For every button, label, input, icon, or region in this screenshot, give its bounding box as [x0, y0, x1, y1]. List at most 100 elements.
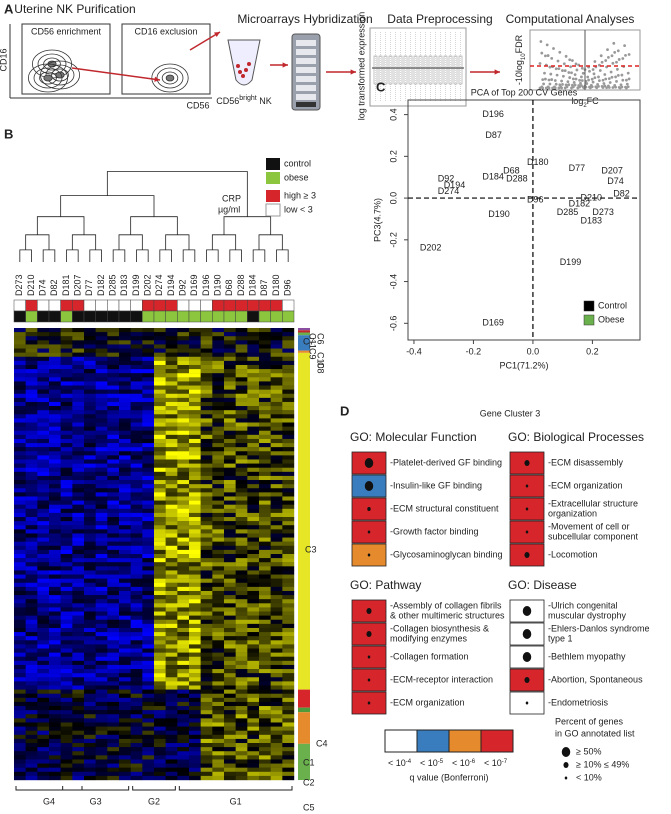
cluster-label: C3: [305, 544, 317, 554]
heatmap-cell: [14, 595, 26, 600]
heatmap-cell: [142, 722, 155, 727]
crp-cell: [200, 299, 213, 312]
go-item: -Assembly of collagen fibrils: [390, 600, 502, 610]
crp-cell: [37, 299, 50, 312]
heatmap-cell: [72, 533, 85, 538]
volcano-dot: [620, 73, 624, 77]
group-bracket: [62, 786, 130, 791]
heatmap-cell: [37, 767, 50, 772]
volcano-dot: [611, 86, 615, 89]
heatmap-cell: [189, 619, 201, 625]
heatmap-cell: [235, 771, 248, 777]
heatmap-cell: [270, 726, 283, 731]
heatmap-cell: [154, 627, 166, 633]
heatmap-cell: [95, 570, 108, 575]
heatmap-cell: [212, 348, 225, 353]
sample-label: D77: [84, 279, 94, 296]
volcano-dot: [601, 78, 605, 82]
heatmap-cell: [165, 447, 178, 452]
group-cell: [25, 310, 38, 323]
dendrogram: [112, 249, 126, 262]
heatmap-cell: [224, 689, 236, 694]
heatmap-cell: [259, 496, 271, 501]
volcano-dot: [590, 85, 594, 89]
heatmap-cell: [235, 689, 248, 694]
heatmap-cell: [154, 352, 166, 357]
heatmap-cell: [119, 697, 131, 703]
chip-slot: [296, 49, 316, 55]
heatmap-cell: [177, 718, 190, 723]
heatmap-cell: [130, 558, 143, 563]
heatmap-cell: [130, 451, 143, 456]
heatmap-cell: [60, 545, 73, 551]
heatmap-cell: [154, 759, 166, 764]
heatmap-cell: [282, 767, 295, 772]
heatmap-cell: [37, 426, 50, 431]
heatmap-cell: [259, 574, 271, 579]
heatmap-cell: [119, 438, 131, 444]
heatmap-cell: [49, 611, 61, 616]
volcano-dot: [538, 62, 542, 65]
heatmap-cell: [177, 529, 190, 534]
heatmap-cell: [154, 586, 166, 592]
heatmap-cell: [270, 360, 283, 366]
heatmap-cell: [177, 566, 190, 571]
heatmap-cell: [130, 607, 143, 612]
heatmap-cell: [200, 451, 213, 456]
heatmap-cell: [14, 369, 26, 374]
heatmap-cell: [235, 710, 248, 715]
heatmap-cell: [270, 521, 283, 526]
heatmap-cell: [130, 369, 143, 374]
heatmap-cell: [177, 578, 190, 583]
heatmap-cell: [25, 549, 38, 555]
heatmap-cell: [49, 397, 61, 403]
heatmap-cell: [14, 434, 26, 440]
heatmap-cell: [259, 529, 271, 534]
heatmap-cell: [165, 438, 178, 444]
heatmap-cell: [119, 562, 131, 567]
heatmap-cell: [282, 443, 295, 448]
volcano-dot: [591, 68, 595, 71]
heatmap-cell: [25, 710, 38, 715]
heatmap-cell: [37, 771, 50, 777]
heatmap-cell: [189, 636, 201, 641]
heatmap-cell: [247, 714, 260, 719]
heatmap-cell: [270, 459, 283, 464]
heatmap-cell: [270, 389, 283, 394]
heatmap-cell: [212, 574, 225, 579]
sample-label: D181: [61, 274, 71, 296]
heatmap-cell: [165, 767, 178, 772]
heatmap-cell: [165, 406, 178, 411]
heatmap-cell: [14, 414, 26, 419]
heatmap-cell: [154, 738, 166, 744]
heatmap-cell: [259, 603, 271, 608]
heatmap-cell: [282, 451, 295, 456]
heatmap-cell: [60, 664, 73, 670]
heatmap-cell: [235, 541, 248, 546]
heatmap-cell: [130, 743, 143, 748]
q-label-exp: -5: [438, 759, 444, 765]
dendrogram: [258, 234, 283, 250]
heatmap-cell: [142, 438, 155, 444]
heatmap-cell: [235, 636, 248, 641]
heatmap-cell: [177, 393, 190, 399]
go-item: type 1: [548, 633, 573, 643]
volcano-dot: [597, 75, 600, 79]
heatmap-cell: [142, 360, 155, 366]
heatmap-cell: [142, 426, 155, 431]
heatmap-cell: [259, 759, 271, 764]
volcano-dot: [542, 82, 545, 86]
heatmap-cell: [130, 726, 143, 731]
heatmap-cell: [130, 599, 143, 604]
heatmap-cell: [95, 344, 108, 349]
heatmap-cell: [49, 406, 61, 411]
heatmap-cell: [60, 570, 73, 575]
heatmap-cell: [95, 480, 108, 485]
volcano-dot: [593, 76, 597, 80]
volcano-dot: [607, 86, 611, 89]
heatmap-cell: [25, 570, 38, 575]
heatmap-cell: [95, 455, 108, 460]
group-cell: [188, 310, 201, 323]
heatmap-cell: [107, 586, 120, 592]
point-label: D87: [485, 130, 502, 140]
